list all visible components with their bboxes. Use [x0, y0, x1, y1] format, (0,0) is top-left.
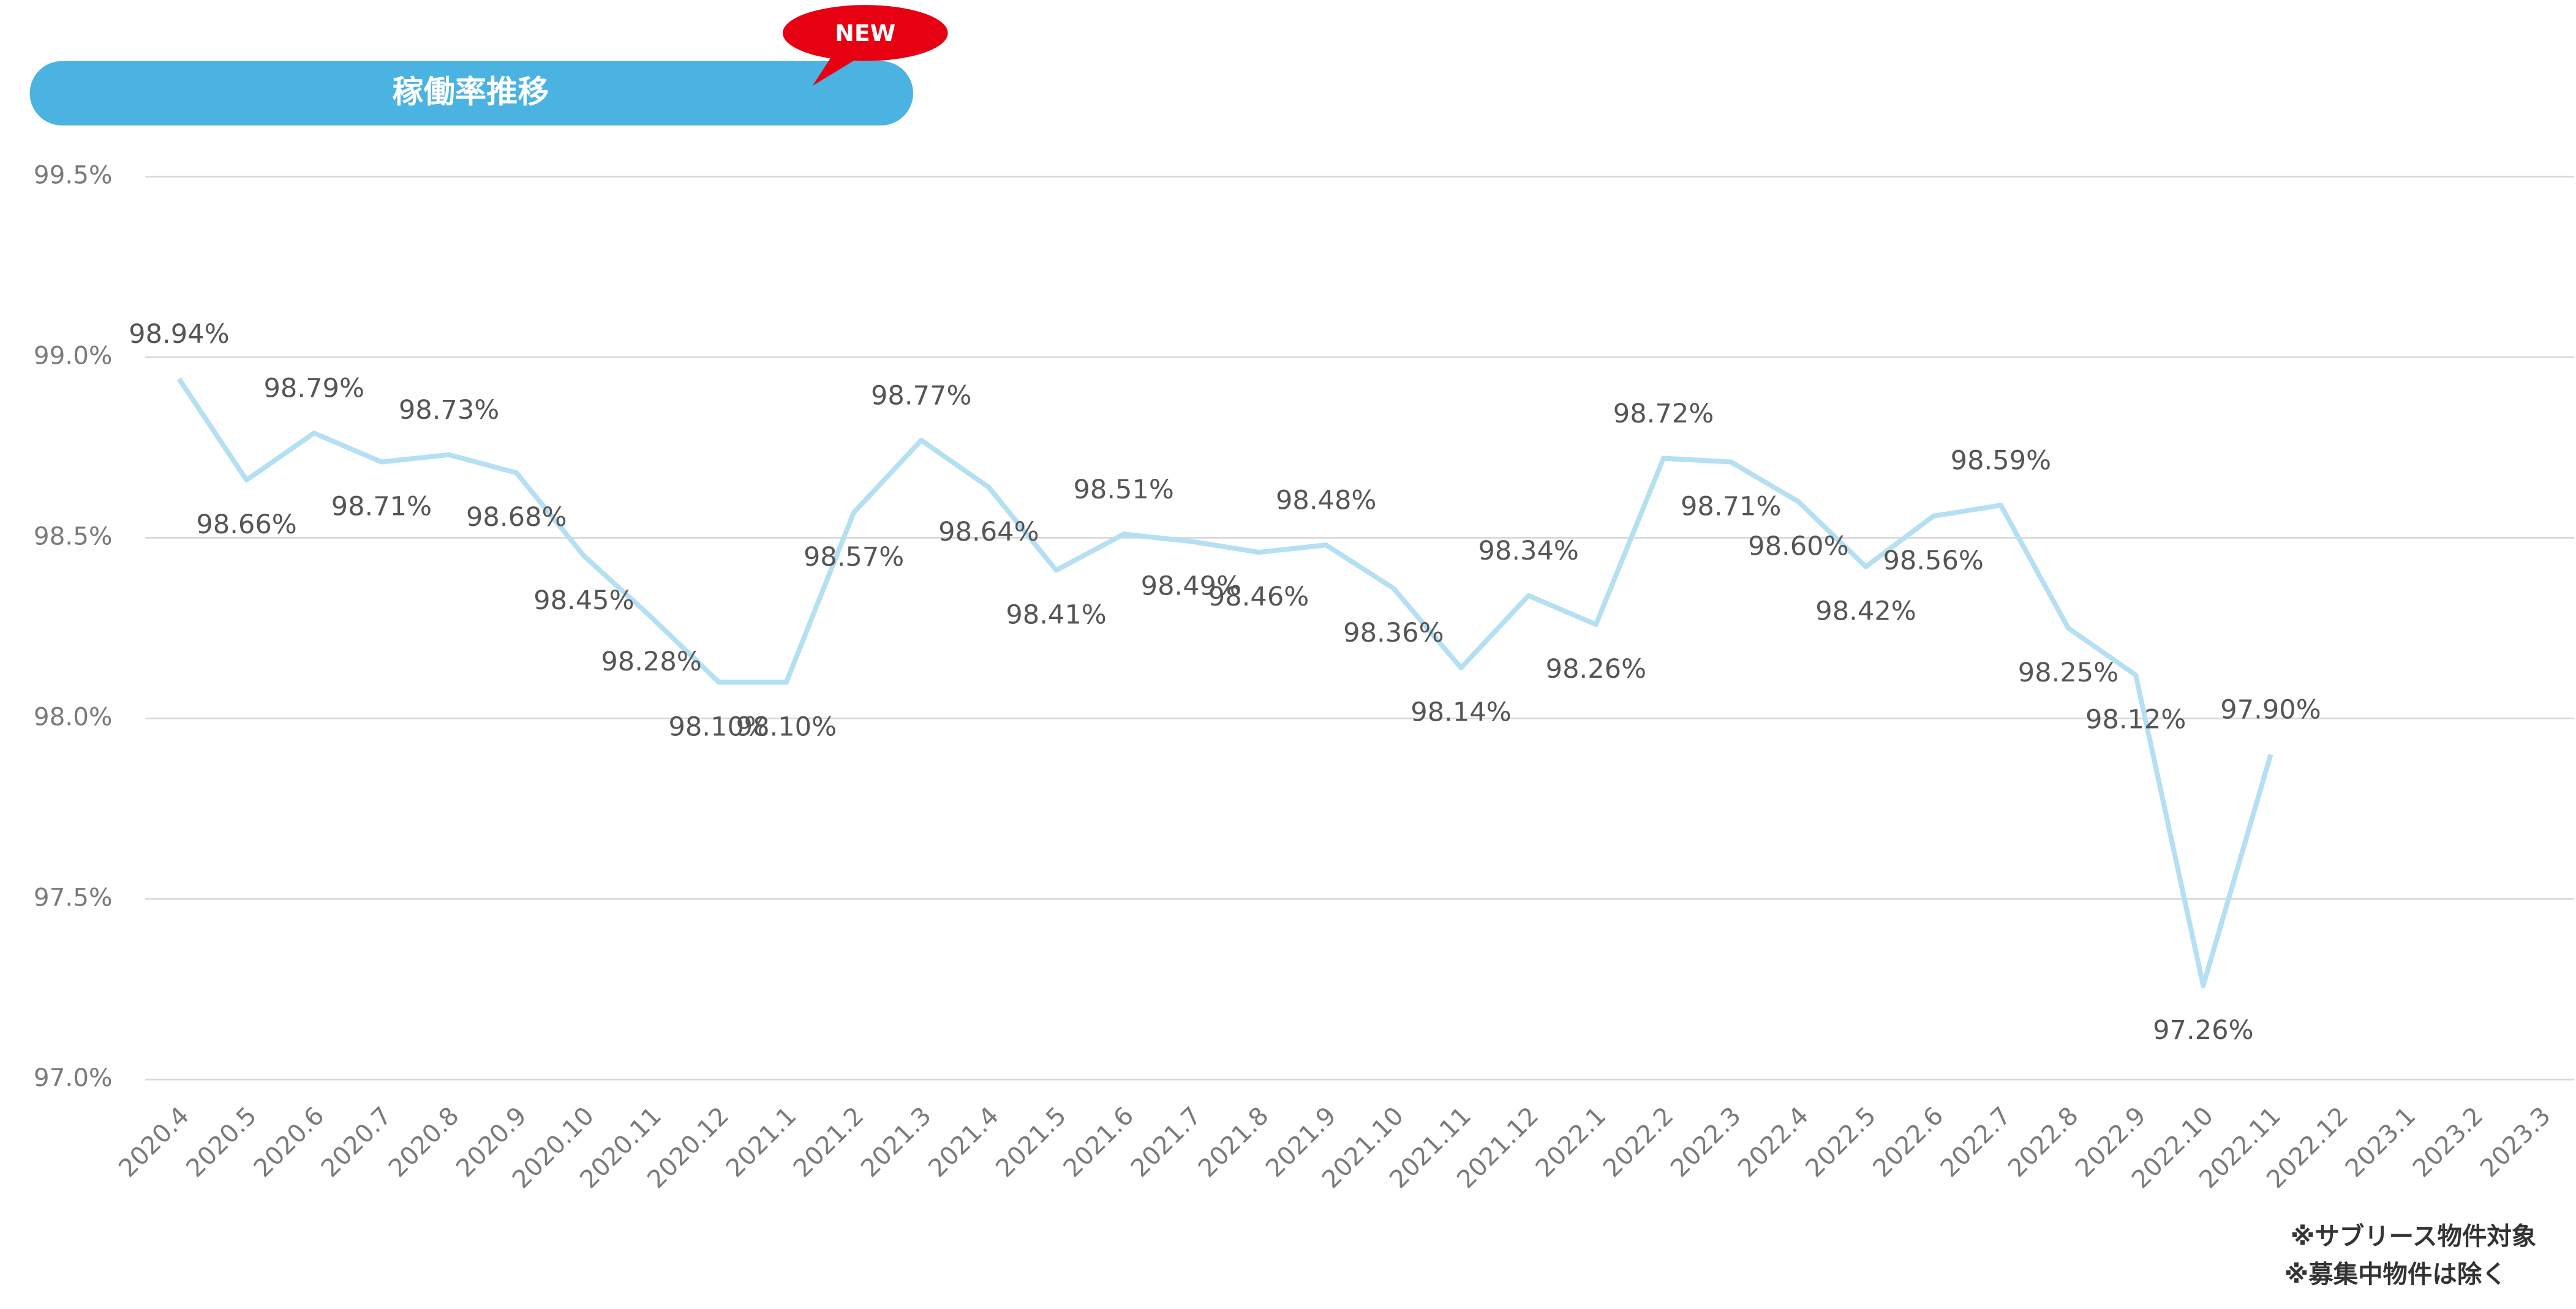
data-label: 98.45%: [533, 585, 634, 616]
data-label: 98.77%: [871, 381, 971, 411]
data-label: 98.28%: [601, 647, 701, 677]
data-label: 98.56%: [1883, 546, 1983, 576]
badge-tail: [812, 53, 859, 86]
y-tick-label: 99.5%: [34, 160, 112, 189]
data-label: 98.25%: [2018, 658, 2118, 688]
x-tick-label: 2021.5: [990, 1101, 1072, 1183]
data-label: 98.68%: [466, 502, 567, 533]
x-tick-label: 2022.4: [1732, 1101, 1814, 1183]
x-tick-label: 2021.6: [1057, 1101, 1139, 1183]
note: ※サブリース物件対象: [2291, 1221, 2536, 1251]
x-tick-label: 2023.1: [2339, 1101, 2421, 1183]
x-tick-label: 2023.3: [2474, 1101, 2556, 1183]
x-tick-label: 2022.7: [1934, 1101, 2016, 1183]
data-label: 98.79%: [263, 373, 364, 404]
badge-text: NEW: [835, 20, 895, 47]
line: [177, 377, 2273, 988]
data-label: 98.14%: [1410, 697, 1511, 728]
data-label: 98.36%: [1343, 618, 1444, 648]
data-label: 98.41%: [1006, 599, 1106, 630]
data-label: 97.90%: [2220, 695, 2321, 726]
title-bar: [29, 61, 913, 126]
data-label: 98.66%: [196, 509, 296, 540]
data-label: 98.34%: [1478, 536, 1578, 566]
x-tick-label: 2020.8: [383, 1101, 465, 1183]
x-tick-label: 2023.2: [2407, 1101, 2489, 1183]
y-tick-label: 98.0%: [34, 702, 112, 731]
data-label: 98.94%: [129, 319, 229, 350]
data-label: 98.57%: [804, 542, 904, 572]
x-tick-label: 2020.6: [247, 1101, 330, 1183]
data-label: 98.73%: [399, 395, 499, 426]
data-label: 98.10%: [736, 711, 837, 742]
x-tick-label: 2020.4: [113, 1101, 195, 1183]
y-tick-label: 99.0%: [34, 340, 112, 370]
x-tick-label: 2022.1: [1529, 1101, 1611, 1183]
data-label: 98.46%: [1208, 582, 1309, 612]
data-label: 98.71%: [1681, 491, 1781, 522]
data-label: 98.10%: [668, 711, 769, 742]
note: ※募集中物件は除く: [2284, 1259, 2507, 1289]
data-label: 98.12%: [2085, 705, 2186, 735]
data-label: 98.60%: [1748, 531, 1848, 561]
x-tick-label: 2022.6: [1867, 1101, 1949, 1183]
data-label: 98.72%: [1613, 399, 1714, 429]
x-tick-label: 2022.5: [1799, 1101, 1881, 1183]
x-tick-label: 2021.2: [788, 1101, 870, 1183]
x-tick-label: 2021.7: [1125, 1101, 1207, 1183]
x-tick-label: 2020.7: [315, 1101, 397, 1183]
data-label: 98.26%: [1546, 654, 1646, 685]
y-tick-label: 97.5%: [34, 882, 112, 912]
x-tick-label: 2021.1: [720, 1101, 802, 1183]
data-label: 98.48%: [1276, 486, 1376, 516]
x-tick-label: 2022.8: [2002, 1101, 2084, 1183]
data-label: 98.51%: [1073, 474, 1173, 505]
x-tick-label: 2021.8: [1192, 1101, 1275, 1183]
data-label: 98.59%: [1951, 446, 2051, 476]
x-tick-label: 2021.4: [922, 1101, 1004, 1183]
data-label: 98.49%: [1141, 571, 1241, 601]
data-label: 98.42%: [1815, 596, 1916, 627]
y-tick-label: 98.5%: [34, 521, 112, 550]
x-tick-label: 2021.3: [855, 1101, 937, 1183]
data-label: 98.71%: [331, 491, 432, 522]
x-tick-label: 2020.5: [180, 1101, 262, 1183]
data-label: 97.26%: [2153, 1015, 2253, 1046]
x-tick-label: 2022.2: [1597, 1101, 1679, 1183]
y-tick-label: 97.0%: [34, 1063, 112, 1092]
x-tick-label: 2022.3: [1665, 1101, 1747, 1183]
data-label: 98.64%: [938, 517, 1039, 547]
chart-title: 稼働率推移: [392, 74, 549, 111]
badge: [782, 5, 948, 61]
